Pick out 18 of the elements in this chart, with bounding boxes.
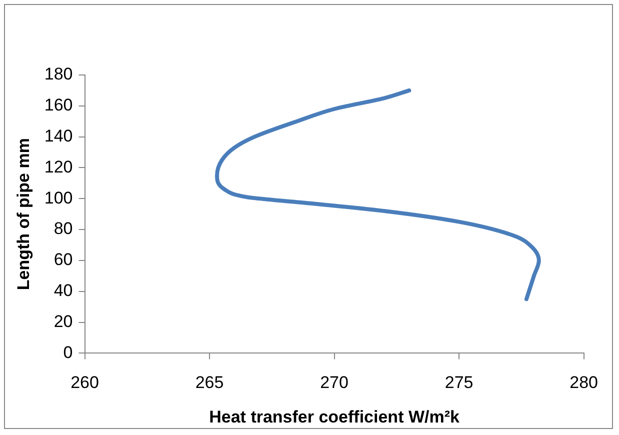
- y-tick-label: 20: [54, 312, 73, 331]
- line-series: [215, 88, 541, 302]
- x-tick-label: 270: [320, 373, 348, 392]
- y-tick-label: 140: [44, 126, 73, 146]
- y-tick-label: 120: [44, 157, 73, 176]
- y-tick-label: 160: [44, 96, 73, 115]
- x-axis-title: Heat transfer coefficient W/m²k: [209, 407, 460, 426]
- y-tick-label: 180: [44, 64, 73, 84]
- x-tick-label: 260: [70, 373, 99, 392]
- y-axis-title: Length of pipe mm: [14, 138, 33, 290]
- y-tick-label: 80: [54, 219, 73, 238]
- x-tick-label: 275: [444, 373, 474, 392]
- x-tick-label: 265: [195, 373, 224, 392]
- y-tick-label: 60: [54, 250, 73, 270]
- y-tick-label: 100: [44, 188, 73, 208]
- y-tick-label: 40: [54, 281, 73, 300]
- x-tick-label: 280: [570, 373, 598, 392]
- y-tick-label: 0: [63, 342, 73, 362]
